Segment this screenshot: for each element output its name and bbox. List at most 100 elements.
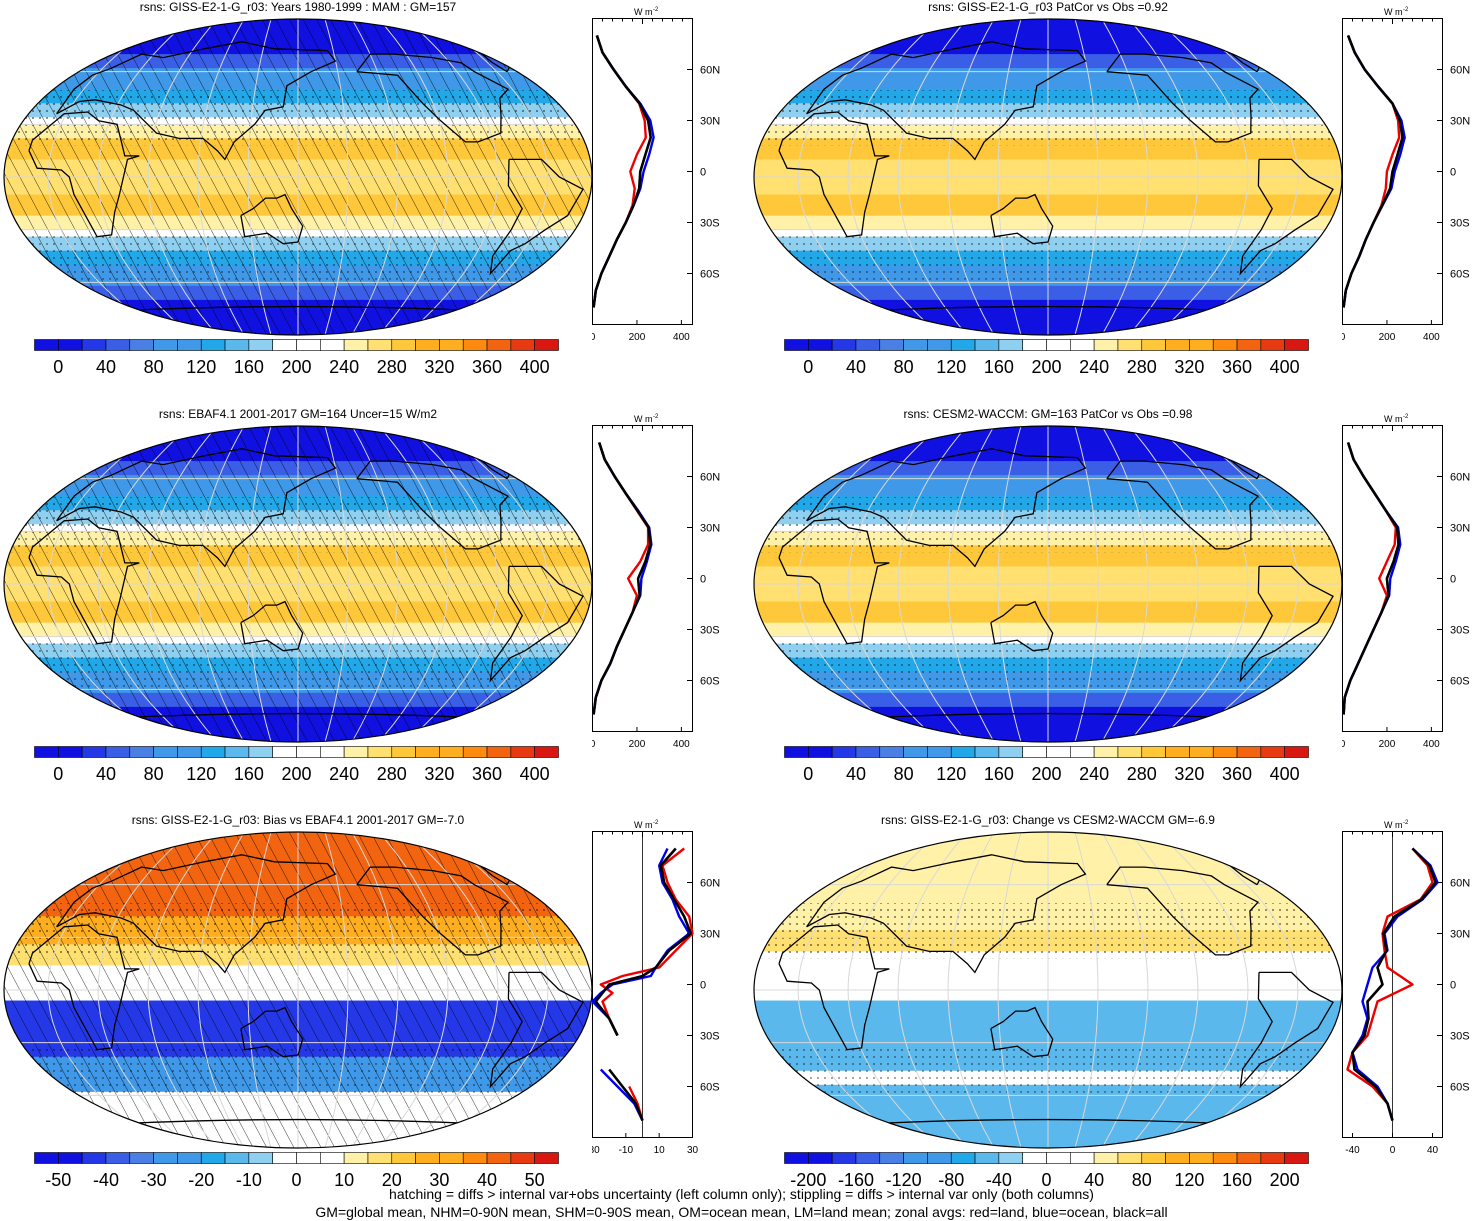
colorbar-label: 40 xyxy=(477,1170,497,1190)
colorbar-label: 80 xyxy=(1132,1170,1152,1190)
zonal-unit-label: W m xyxy=(1384,7,1403,17)
colorbar-label: 120 xyxy=(936,357,966,377)
colorbar-swatch xyxy=(1046,746,1071,758)
zonal-mean-plot: W m -2 60N 30N 0 30S 60S -40 0 40 xyxy=(1342,820,1470,1155)
zonal-bottom-label: 200 xyxy=(629,332,646,342)
colorbar-swatch xyxy=(415,746,440,758)
graticule-meridian xyxy=(147,832,218,1148)
colorbar-swatch xyxy=(998,746,1023,758)
colorbar-label: 400 xyxy=(1270,764,1300,784)
colorbar-swatch xyxy=(486,746,512,758)
colorbar-swatch xyxy=(903,339,928,351)
colorbar-swatch xyxy=(200,1152,226,1164)
colorbar-label: 0 xyxy=(1041,1170,1051,1190)
colorbar-label: 0 xyxy=(53,764,63,784)
colorbar-label: 280 xyxy=(1127,357,1157,377)
colorbar-label: -160 xyxy=(838,1170,874,1190)
colorbar-swatch xyxy=(248,746,273,758)
graticule-meridian xyxy=(147,19,218,335)
coastline xyxy=(28,518,140,645)
zonal-all-line xyxy=(594,847,693,1121)
zonal-bottom-label: 200 xyxy=(1379,739,1396,749)
graticule-meridian xyxy=(1182,426,1299,742)
zonal-lat-label: 60S xyxy=(1450,676,1470,688)
coastline xyxy=(1239,565,1334,683)
zonal-lat-label: 0 xyxy=(1450,167,1456,179)
colorbar-label: -40 xyxy=(986,1170,1012,1190)
coastline xyxy=(56,448,337,568)
colorbar-swatch xyxy=(1141,746,1166,758)
zonal-unit-label: W m xyxy=(634,7,653,17)
colorbar-label: 360 xyxy=(1222,764,1252,784)
graticule-meridian xyxy=(847,19,941,335)
coastline xyxy=(806,854,1087,974)
colorbar-swatch xyxy=(1284,746,1309,758)
footer-note-legend: GM=global mean, NHM=0-90N mean, SHM=0-90… xyxy=(315,1204,1168,1220)
colorbar-swatch xyxy=(367,1152,393,1164)
zonal-bottom-label: -30 xyxy=(592,1145,600,1155)
colorbar-swatch xyxy=(510,746,535,758)
colorbar-label: 0 xyxy=(53,357,63,377)
graticule-meridian xyxy=(197,426,245,742)
graticule-meridian xyxy=(432,832,549,1148)
colorbar-label: 80 xyxy=(894,764,914,784)
zonal-bottom-label: 400 xyxy=(673,739,690,749)
coastline xyxy=(240,1006,304,1058)
graticule-meridian xyxy=(247,426,272,742)
map-plot xyxy=(3,425,593,743)
colorbar-swatch xyxy=(343,746,369,758)
coastline xyxy=(778,111,890,238)
colorbar-swatch xyxy=(1284,339,1309,351)
colorbar-label: 40 xyxy=(96,357,116,377)
colorbar-swatch xyxy=(153,1152,178,1164)
colorbar-swatch xyxy=(1022,339,1047,351)
map-plot xyxy=(3,18,593,336)
graticule-meridian xyxy=(997,832,1022,1148)
map-title: rsns: GISS-E2-1-G_r03: Years 1980-1999 :… xyxy=(139,0,457,14)
colorbar-swatch xyxy=(1165,1152,1190,1164)
map-field xyxy=(754,19,1342,335)
colorbar-swatch xyxy=(950,1152,976,1164)
map-plot xyxy=(753,18,1343,336)
zonal-bottom-label: 10 xyxy=(654,1145,666,1155)
coastline xyxy=(489,971,584,1089)
coastline xyxy=(240,193,304,245)
graticule-meridian xyxy=(247,19,272,335)
colorbar-swatch xyxy=(879,1152,904,1164)
graticule-meridian xyxy=(351,426,399,742)
colorbar: 0 40 80 120 160 200 240 280 320 360 400 xyxy=(34,746,559,784)
colorbar-label: 10 xyxy=(334,1170,354,1190)
graticule-meridian xyxy=(797,19,914,335)
colorbar-label: 80 xyxy=(894,357,914,377)
colorbar-label: 120 xyxy=(1174,1170,1204,1190)
colorbar-swatch xyxy=(81,1152,107,1164)
zonal-bottom-label: -40 xyxy=(1345,1145,1360,1155)
coastline xyxy=(806,41,1087,161)
colorbar-swatch xyxy=(831,339,857,351)
colorbar-swatch xyxy=(784,339,809,351)
colorbar-swatch xyxy=(391,339,416,351)
zonal-lat-label: 0 xyxy=(700,167,706,179)
zonal-lat-label: 60N xyxy=(1450,878,1470,890)
coastline xyxy=(1106,460,1260,550)
zonal-lat-label: 0 xyxy=(700,980,706,992)
colorbar-label: 360 xyxy=(472,357,502,377)
zonal-lat-label: 60N xyxy=(700,472,720,484)
coastline xyxy=(87,36,113,55)
colorbar-swatch xyxy=(58,1152,83,1164)
colorbar-swatch xyxy=(855,339,881,351)
coastline xyxy=(240,600,304,652)
graticule-meridian xyxy=(1182,19,1299,335)
colorbar-swatch xyxy=(1093,1152,1119,1164)
zonal-unit-label: W m xyxy=(1384,414,1403,424)
colorbar-swatch xyxy=(486,339,512,351)
colorbar-swatch xyxy=(129,1152,154,1164)
zonal-lat-label: 0 xyxy=(1450,574,1456,586)
graticule-meridian xyxy=(997,19,1022,335)
colorbar-swatch xyxy=(272,339,297,351)
colorbar-label: 240 xyxy=(1079,357,1109,377)
coastline xyxy=(1106,53,1260,143)
colorbar-swatch xyxy=(1165,339,1190,351)
colorbar-label: -40 xyxy=(93,1170,119,1190)
colorbar-swatch xyxy=(34,1152,59,1164)
